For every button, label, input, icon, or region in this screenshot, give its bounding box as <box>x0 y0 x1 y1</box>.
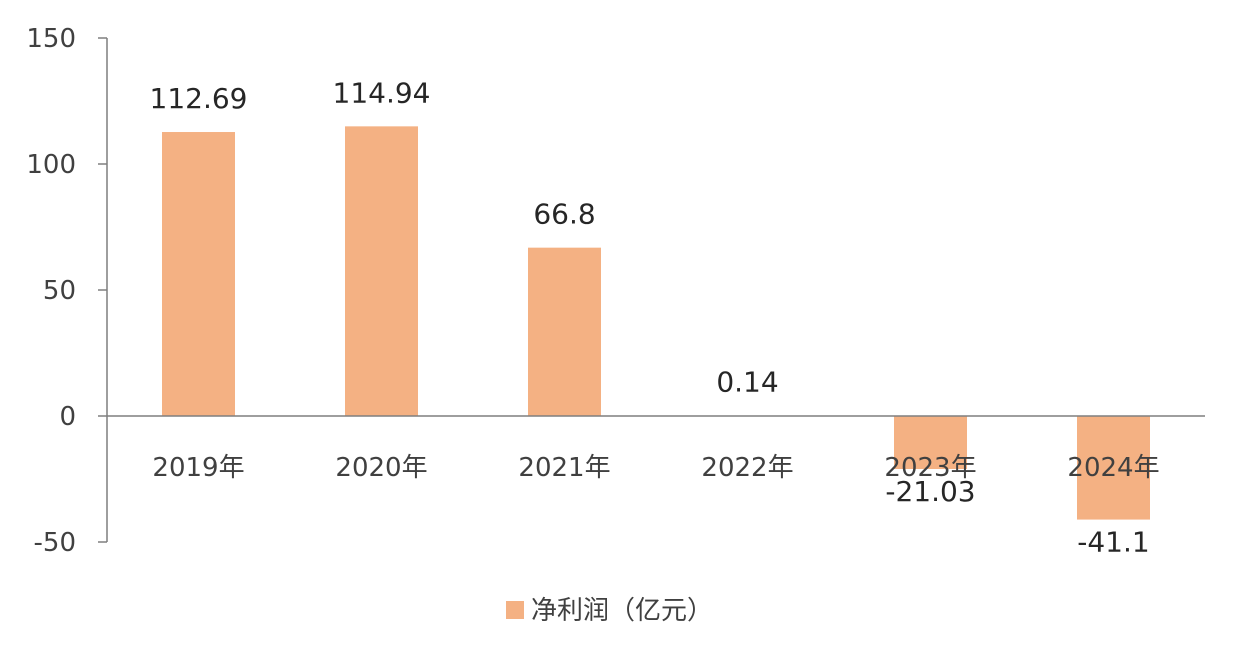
category-label: 2022年 <box>701 453 793 483</box>
category-label: 2024年 <box>1067 453 1159 483</box>
y-tick-label: 50 <box>43 276 76 306</box>
bar <box>1077 416 1150 520</box>
legend: 净利润（亿元） <box>506 596 713 626</box>
legend-swatch <box>506 601 524 619</box>
category-label: 2020年 <box>335 453 427 483</box>
data-label: 0.14 <box>716 366 778 399</box>
data-label: 114.94 <box>333 76 431 109</box>
y-tick-label: 150 <box>26 24 76 54</box>
category-label: 2023年 <box>884 453 976 483</box>
data-label: 112.69 <box>150 82 248 115</box>
y-tick-label: -50 <box>34 528 76 558</box>
bar <box>528 247 601 416</box>
data-labels: 112.69 114.94 66.8 0.14 -21.03 -41.1 <box>150 76 1150 558</box>
bar <box>345 126 418 416</box>
category-label: 2021年 <box>518 453 610 483</box>
y-tick-label: 0 <box>59 402 76 432</box>
y-axis: 150 100 50 0 -50 <box>26 24 108 558</box>
data-label: 66.8 <box>533 198 595 231</box>
bar <box>162 132 235 417</box>
bars <box>162 126 1150 520</box>
y-tick-label: 100 <box>26 150 76 180</box>
legend-label: 净利润（亿元） <box>531 596 713 626</box>
category-label: 2019年 <box>152 453 244 483</box>
data-label: -41.1 <box>1077 526 1149 559</box>
data-label: -21.03 <box>885 475 975 508</box>
bar <box>894 416 967 469</box>
category-labels: 2019年 2020年 2021年 2022年 2023年 2024年 <box>152 453 1159 483</box>
